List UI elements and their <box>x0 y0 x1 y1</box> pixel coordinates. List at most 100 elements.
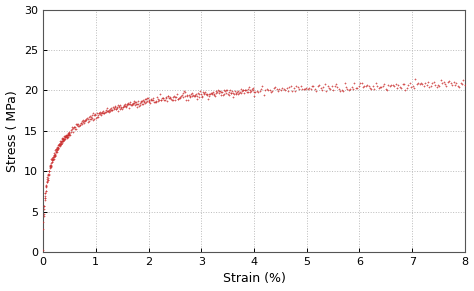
Point <box>151 100 159 105</box>
Point <box>47 164 55 168</box>
Point <box>48 158 56 162</box>
Point <box>46 169 53 173</box>
Point <box>118 107 126 111</box>
Point <box>190 94 198 98</box>
Point <box>301 87 309 92</box>
Point <box>277 87 285 92</box>
Point <box>332 82 340 87</box>
Point <box>97 111 105 116</box>
Point <box>46 163 54 168</box>
Point <box>457 81 465 86</box>
Point <box>111 104 119 109</box>
Point <box>186 93 193 98</box>
Point <box>159 95 166 100</box>
Point <box>105 110 112 114</box>
Point <box>276 87 283 91</box>
Point <box>307 87 314 91</box>
Point <box>406 81 413 85</box>
Point <box>229 95 237 99</box>
Point <box>232 91 239 95</box>
Point <box>57 142 64 147</box>
Point <box>334 84 341 89</box>
Point <box>407 84 415 89</box>
Point <box>302 86 310 91</box>
Point <box>104 109 111 113</box>
Point <box>209 89 217 94</box>
Point <box>79 120 87 125</box>
Point <box>145 100 152 104</box>
Point <box>355 84 363 88</box>
Point <box>394 83 402 88</box>
Point <box>64 131 72 136</box>
Point <box>63 134 70 139</box>
Point <box>228 88 236 93</box>
Point <box>78 119 85 124</box>
Point <box>183 93 191 98</box>
Point <box>122 105 130 109</box>
Point <box>40 219 47 224</box>
Point <box>352 86 360 91</box>
Point <box>163 99 171 103</box>
Point <box>285 85 293 89</box>
Point <box>226 90 233 95</box>
Point <box>235 89 242 94</box>
Point <box>447 81 455 86</box>
Point <box>46 166 54 170</box>
Point <box>61 136 68 141</box>
Point <box>121 102 129 106</box>
Point <box>144 99 151 103</box>
Point <box>325 86 333 90</box>
Point <box>125 105 133 110</box>
Point <box>223 88 230 93</box>
Point <box>358 81 365 86</box>
Point <box>339 88 347 93</box>
Point <box>96 112 104 116</box>
Point <box>80 118 87 123</box>
Point <box>65 132 73 136</box>
Point <box>73 122 81 126</box>
Point <box>123 103 130 108</box>
Point <box>207 90 215 95</box>
Point <box>54 146 61 150</box>
Point <box>109 105 117 110</box>
Point <box>409 83 416 88</box>
Point <box>87 116 95 121</box>
Point <box>59 136 67 141</box>
Point <box>142 100 150 104</box>
Point <box>461 83 469 87</box>
Point <box>368 87 375 91</box>
Point <box>308 84 316 88</box>
Point <box>219 90 226 95</box>
Point <box>416 81 423 86</box>
Point <box>139 98 147 103</box>
Point <box>65 133 73 138</box>
Point <box>85 119 92 123</box>
Point <box>57 142 64 146</box>
Point <box>49 157 56 162</box>
Point <box>396 85 403 90</box>
Point <box>121 103 128 108</box>
Point <box>46 171 53 176</box>
Point <box>338 87 346 92</box>
Point <box>54 145 62 150</box>
Point <box>106 107 114 111</box>
Point <box>294 84 301 89</box>
Point <box>427 84 435 88</box>
Point <box>132 99 140 104</box>
Point <box>290 85 297 90</box>
Point <box>70 125 77 129</box>
Point <box>41 194 49 198</box>
Point <box>153 95 161 100</box>
Point <box>327 87 334 91</box>
Point <box>456 84 463 89</box>
Point <box>191 94 198 99</box>
Point <box>419 81 426 86</box>
Point <box>366 86 374 91</box>
Point <box>140 99 148 104</box>
Point <box>300 87 307 92</box>
Point <box>315 83 323 88</box>
Point <box>73 123 81 128</box>
Point <box>345 87 353 92</box>
Point <box>94 114 101 119</box>
Point <box>103 109 110 113</box>
